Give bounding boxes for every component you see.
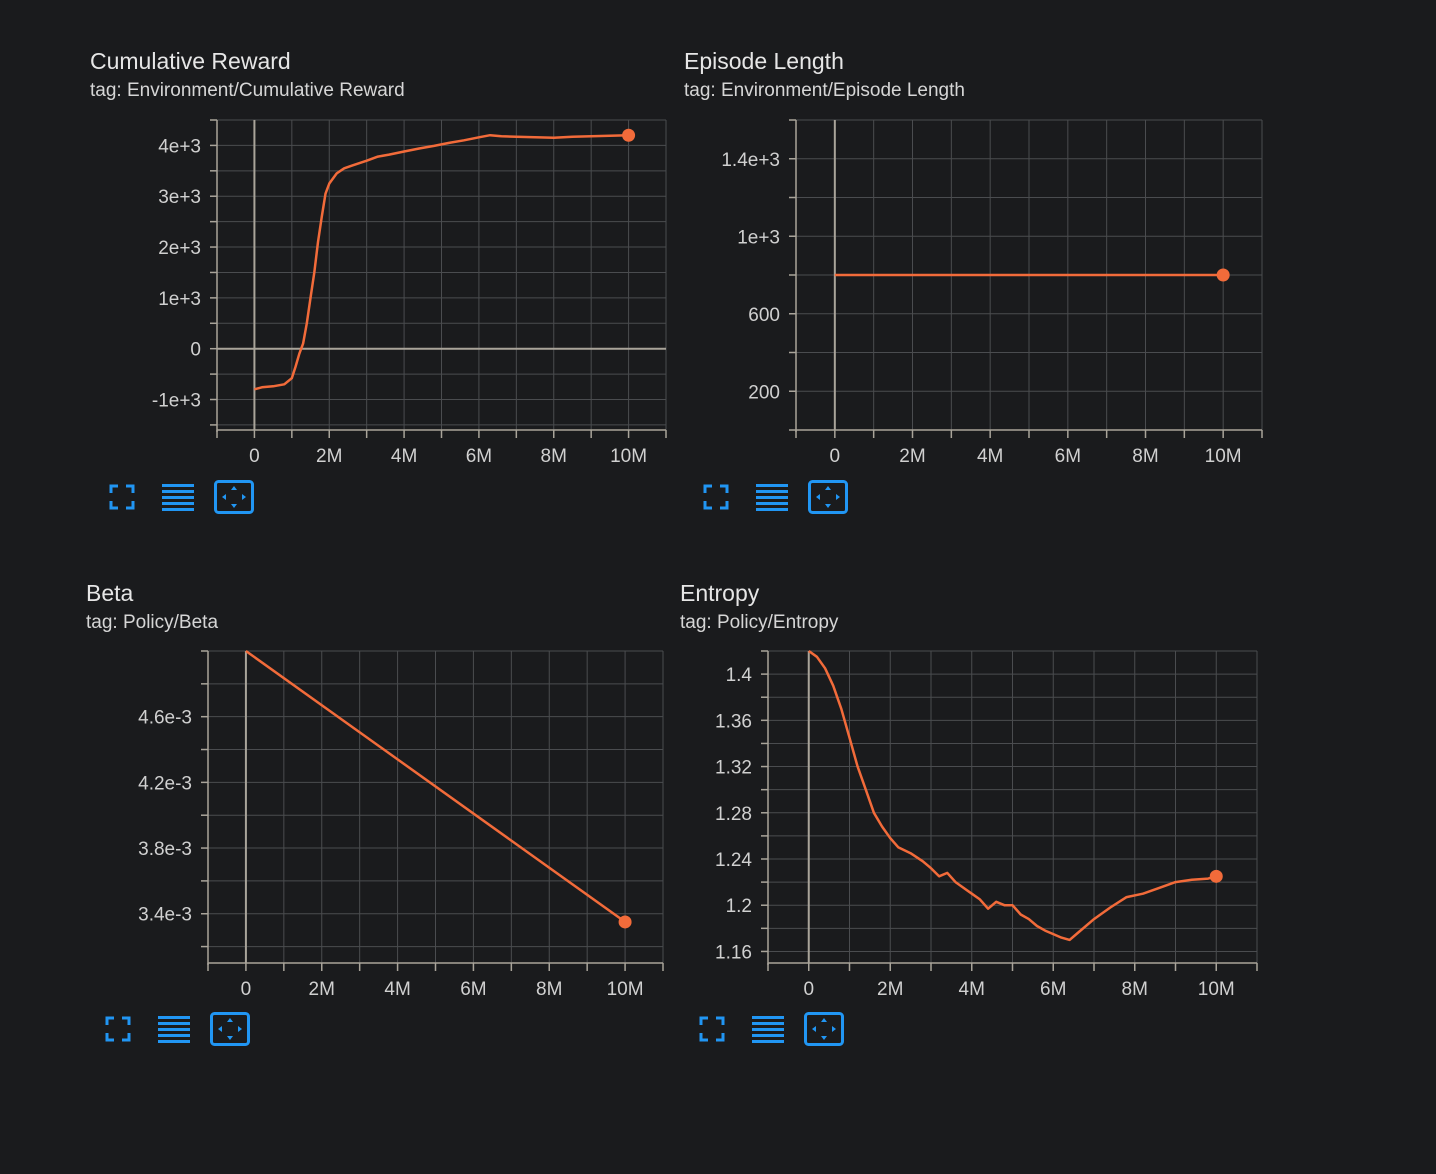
y-tick-label: -1e+3 [152, 391, 201, 412]
fullscreen-button[interactable] [692, 1012, 732, 1046]
x-tick-label: 0 [803, 979, 814, 1000]
x-tick-label: 10M [610, 446, 647, 467]
toggle-data-button[interactable] [158, 480, 198, 514]
last-value-point [622, 128, 636, 142]
list-icon [756, 484, 788, 511]
x-tick-label: 2M [309, 979, 335, 1000]
line-chart-episode-length[interactable]: 0 2M 4M 6M 8M 10M 200 600 1e+3 1.4e+3 [684, 48, 1284, 478]
chart-tag: tag: Policy/Entropy [680, 612, 839, 633]
fit-domain-button[interactable] [214, 480, 254, 514]
y-tick-label: 200 [748, 382, 780, 403]
y-tick-label: 4.6e-3 [138, 708, 192, 729]
toggle-data-button[interactable] [748, 1012, 788, 1046]
x-tick-label: 8M [536, 979, 562, 1000]
fit-domain-button[interactable] [808, 480, 848, 514]
x-tick-label: 10M [1205, 446, 1242, 467]
fullscreen-icon [703, 484, 729, 510]
x-tick-label: 6M [460, 979, 486, 1000]
y-tick-label: 1e+3 [158, 289, 201, 310]
x-tick-label: 6M [1055, 446, 1081, 467]
list-icon [752, 1016, 784, 1043]
fit-domain-button[interactable] [210, 1012, 250, 1046]
chart-tag: tag: Environment/Episode Length [684, 80, 965, 101]
x-tick-label: 10M [1198, 979, 1235, 1000]
y-tick-label: 1.4e+3 [721, 150, 780, 171]
toggle-data-button[interactable] [752, 480, 792, 514]
chart-card-entropy: Entropy tag: Policy/Entropy 0 2M 4M 6M 8M 10M… [680, 580, 1280, 1060]
fit-domain-icon [214, 480, 254, 514]
list-icon [158, 1016, 190, 1043]
y-tick-label: 0 [190, 340, 201, 361]
chart-card-beta: Beta tag: Policy/Beta 0 2M 4M 6M 8M 10M 3.4e-3… [86, 580, 686, 1060]
x-tick-label: 4M [384, 979, 410, 1000]
y-tick-label: 3e+3 [158, 187, 201, 208]
fullscreen-icon [699, 1016, 725, 1042]
chart-title: Cumulative Reward [90, 48, 291, 74]
y-tick-label: 1.16 [715, 942, 752, 963]
grid [207, 650, 664, 963]
fullscreen-button[interactable] [98, 1012, 138, 1046]
x-tick-label: 6M [1040, 979, 1066, 1000]
y-tick-label: 4e+3 [158, 136, 201, 157]
fit-domain-icon [808, 480, 848, 514]
x-tick-label: 8M [541, 446, 567, 467]
x-tick-label: 2M [877, 979, 903, 1000]
y-tick-label: 1.4 [726, 665, 753, 686]
x-tick-label: 0 [241, 979, 252, 1000]
fullscreen-icon [109, 484, 135, 510]
chart-card-episode-length: Episode Length tag: Environment/Episode … [684, 48, 1284, 528]
grid [767, 650, 1258, 963]
last-value-point [1209, 869, 1223, 883]
y-tick-label: 1e+3 [737, 227, 780, 248]
x-tick-label: 4M [977, 446, 1003, 467]
fullscreen-button[interactable] [696, 480, 736, 514]
line-chart-entropy[interactable]: 0 2M 4M 6M 8M 10M 1.16 1.2 1.24 1.28 1.32 1.36 1.4 [680, 580, 1280, 1010]
chart-title: Episode Length [684, 48, 844, 74]
last-value-point [1216, 268, 1230, 282]
x-tick-label: 2M [899, 446, 925, 467]
line-chart-cumulative-reward[interactable]: 0 2M 4M 6M 8M 10M -1e+3 0 1e+3 2e+3 3e+3 4e+3 [90, 48, 690, 478]
y-tick-label: 3.4e-3 [138, 905, 192, 926]
y-tick-label: 1.36 [715, 711, 752, 732]
y-tick-label: 2e+3 [158, 238, 201, 259]
chart-tag: tag: Environment/Cumulative Reward [90, 80, 405, 101]
y-tick-label: 1.2 [726, 896, 752, 917]
fit-domain-icon [210, 1012, 250, 1046]
fullscreen-icon [105, 1016, 131, 1042]
fit-domain-icon [804, 1012, 844, 1046]
x-tick-label: 0 [249, 446, 260, 467]
y-tick-label: 600 [748, 305, 780, 326]
x-tick-label: 4M [391, 446, 417, 467]
y-tick-label: 1.24 [715, 850, 752, 871]
chart-card-cumulative-reward: Cumulative Reward tag: Environment/Cumul… [90, 48, 690, 528]
x-tick-label: 8M [1122, 979, 1148, 1000]
list-icon [162, 484, 194, 511]
x-tick-label: 8M [1132, 446, 1158, 467]
series-line [808, 649, 1217, 942]
x-tick-label: 0 [830, 446, 841, 467]
x-tick-label: 2M [316, 446, 342, 467]
y-tick-label: 1.28 [715, 804, 752, 825]
x-tick-label: 4M [959, 979, 985, 1000]
chart-toolbar [692, 1012, 860, 1046]
x-tick-label: 10M [607, 979, 644, 1000]
y-tick-label: 4.2e-3 [138, 773, 192, 794]
chart-title: Entropy [680, 580, 760, 606]
chart-tag: tag: Policy/Beta [86, 612, 219, 633]
fullscreen-button[interactable] [102, 480, 142, 514]
line-chart-beta[interactable]: 0 2M 4M 6M 8M 10M 3.4e-3 3.8e-3 4.2e-3 4.6e-3 [86, 580, 686, 1010]
series-line [245, 649, 626, 923]
x-tick-label: 6M [466, 446, 492, 467]
last-value-point [618, 915, 632, 929]
chart-toolbar [696, 480, 864, 514]
toggle-data-button[interactable] [154, 1012, 194, 1046]
chart-toolbar [98, 1012, 266, 1046]
fit-domain-button[interactable] [804, 1012, 844, 1046]
y-tick-label: 3.8e-3 [138, 839, 192, 860]
y-tick-label: 1.32 [715, 758, 752, 779]
chart-toolbar [102, 480, 270, 514]
series-line [254, 133, 629, 391]
chart-title: Beta [86, 580, 134, 606]
